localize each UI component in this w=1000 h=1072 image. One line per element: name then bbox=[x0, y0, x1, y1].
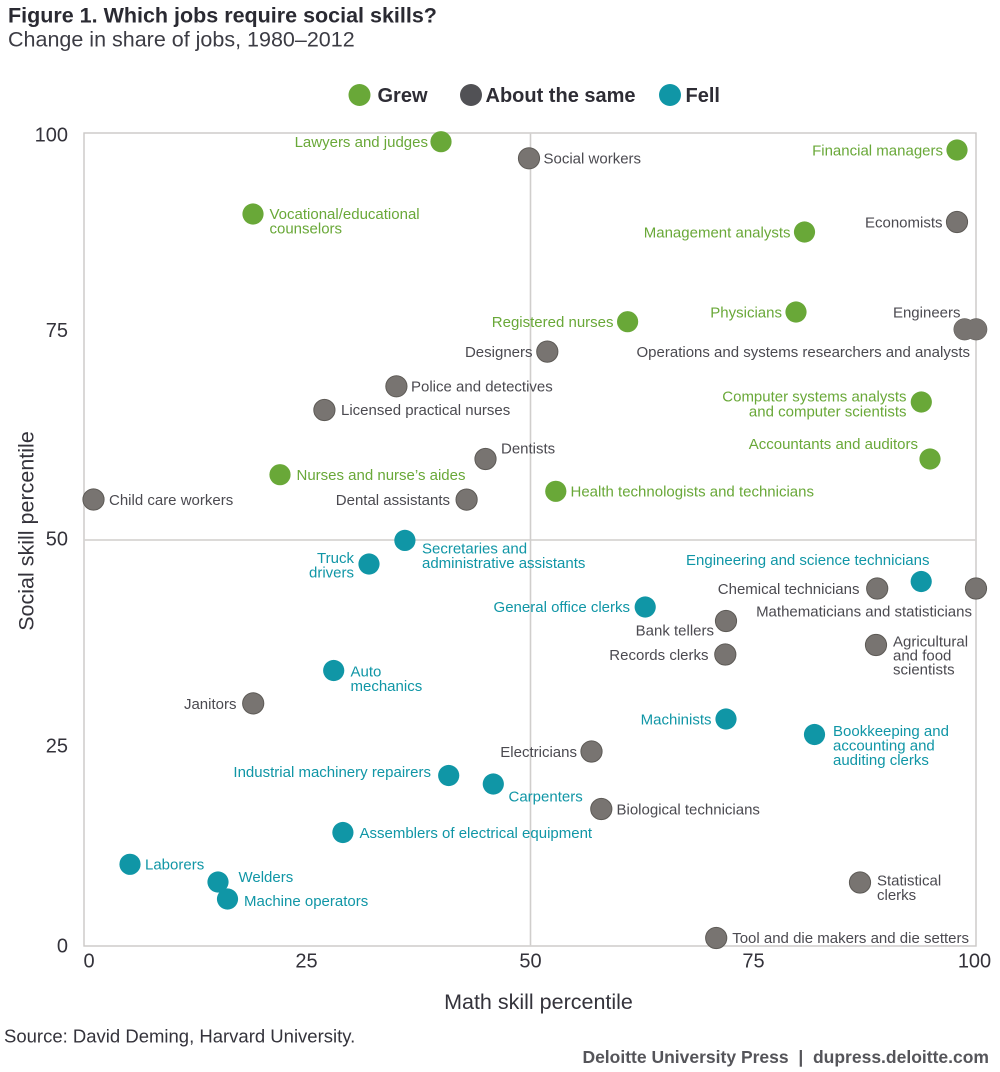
svg-text:Operations and systems researc: Operations and systems researchers and a… bbox=[637, 344, 971, 361]
svg-text:accounting and: accounting and bbox=[833, 738, 935, 755]
svg-text:Health technologists and techn: Health technologists and technicians bbox=[571, 484, 815, 501]
svg-text:50: 50 bbox=[46, 529, 68, 551]
svg-text:Fell: Fell bbox=[686, 85, 720, 107]
svg-text:Management analysts: Management analysts bbox=[644, 224, 791, 241]
svg-text:Grew: Grew bbox=[378, 85, 428, 107]
svg-text:and computer scientists: and computer scientists bbox=[749, 403, 907, 420]
svg-text:Electricians: Electricians bbox=[500, 744, 577, 761]
svg-text:Child care workers: Child care workers bbox=[109, 492, 233, 509]
svg-text:Source: David Deming, Harvard: Source: David Deming, Harvard University… bbox=[4, 1026, 355, 1047]
svg-text:Records clerks: Records clerks bbox=[609, 647, 708, 664]
svg-text:Bank tellers: Bank tellers bbox=[636, 622, 714, 639]
svg-text:Deloitte University Press |: Deloitte University Press | dupress.delo… bbox=[582, 1047, 989, 1067]
svg-text:Biological technicians: Biological technicians bbox=[617, 801, 760, 818]
svg-text:mechanics: mechanics bbox=[351, 678, 423, 695]
svg-text:Financial managers: Financial managers bbox=[812, 142, 943, 159]
svg-text:administrative assistants: administrative assistants bbox=[422, 555, 585, 572]
svg-text:and food: and food bbox=[893, 648, 951, 665]
svg-text:50: 50 bbox=[519, 951, 541, 973]
svg-text:Police and detectives: Police and detectives bbox=[411, 379, 553, 396]
svg-text:General office clerks: General office clerks bbox=[494, 599, 630, 616]
svg-text:100: 100 bbox=[35, 124, 68, 146]
svg-text:Social skill percentile: Social skill percentile bbox=[15, 431, 39, 631]
svg-text:Engineers: Engineers bbox=[893, 304, 961, 321]
svg-text:100: 100 bbox=[958, 951, 991, 973]
svg-text:clerks: clerks bbox=[877, 887, 916, 904]
svg-text:Tool and die makers and die se: Tool and die makers and die setters bbox=[732, 930, 969, 947]
svg-text:Change in share of jobs, 1980–: Change in share of jobs, 1980–2012 bbox=[8, 28, 355, 52]
svg-text:Designers: Designers bbox=[465, 344, 533, 361]
svg-text:Machinists: Machinists bbox=[641, 711, 712, 728]
svg-text:scientists: scientists bbox=[893, 662, 955, 679]
svg-text:Social workers: Social workers bbox=[544, 151, 642, 168]
svg-text:Truck: Truck bbox=[317, 550, 354, 567]
svg-text:Dental assistants: Dental assistants bbox=[336, 492, 450, 509]
svg-text:About the same: About the same bbox=[486, 85, 636, 107]
svg-text:Auto: Auto bbox=[351, 663, 382, 680]
svg-text:25: 25 bbox=[46, 736, 68, 758]
svg-text:0: 0 bbox=[57, 936, 68, 958]
svg-text:Janitors: Janitors bbox=[184, 696, 237, 713]
svg-text:Industrial machinery repairers: Industrial machinery repairers bbox=[233, 764, 431, 781]
svg-text:Economists: Economists bbox=[865, 214, 943, 231]
svg-text:auditing clerks: auditing clerks bbox=[833, 752, 929, 769]
svg-text:Secretaries and: Secretaries and bbox=[422, 540, 527, 557]
svg-text:Dentists: Dentists bbox=[501, 441, 555, 458]
svg-text:0: 0 bbox=[83, 951, 94, 973]
svg-text:Assemblers of electrical equip: Assemblers of electrical equipment bbox=[360, 825, 593, 842]
svg-text:25: 25 bbox=[295, 951, 317, 973]
svg-text:Bookkeeping and: Bookkeeping and bbox=[833, 723, 949, 740]
svg-text:Mathematicians and statisticia: Mathematicians and statisticians bbox=[756, 603, 972, 620]
svg-text:Registered nurses: Registered nurses bbox=[492, 314, 614, 331]
svg-text:drivers: drivers bbox=[309, 564, 354, 581]
svg-text:Engineering and science techni: Engineering and science technicians bbox=[686, 552, 930, 569]
svg-text:Carpenters: Carpenters bbox=[509, 788, 583, 805]
svg-text:Math skill percentile: Math skill percentile bbox=[444, 990, 633, 1014]
svg-text:Computer systems analysts: Computer systems analysts bbox=[722, 389, 906, 406]
svg-text:Nurses and nurse’s aides: Nurses and nurse’s aides bbox=[297, 467, 466, 484]
svg-text:Figure 1. Which jobs require s: Figure 1. Which jobs require social skil… bbox=[8, 4, 437, 28]
svg-text:Chemical technicians: Chemical technicians bbox=[718, 581, 860, 598]
svg-text:Machine operators: Machine operators bbox=[244, 893, 368, 910]
svg-text:Laborers: Laborers bbox=[145, 856, 204, 873]
svg-text:75: 75 bbox=[742, 951, 764, 973]
svg-text:Physicians: Physicians bbox=[710, 304, 782, 321]
svg-text:Lawyers and judges: Lawyers and judges bbox=[295, 134, 428, 151]
svg-text:Licensed practical nurses: Licensed practical nurses bbox=[341, 402, 510, 419]
svg-text:Vocational/educational: Vocational/educational bbox=[270, 206, 420, 223]
svg-text:Statistical: Statistical bbox=[877, 873, 941, 890]
svg-text:Welders: Welders bbox=[239, 869, 294, 886]
svg-text:75: 75 bbox=[46, 320, 68, 342]
svg-text:counselors: counselors bbox=[270, 220, 343, 237]
svg-text:Agricultural: Agricultural bbox=[893, 633, 968, 650]
svg-text:Accountants and auditors: Accountants and auditors bbox=[749, 436, 918, 453]
